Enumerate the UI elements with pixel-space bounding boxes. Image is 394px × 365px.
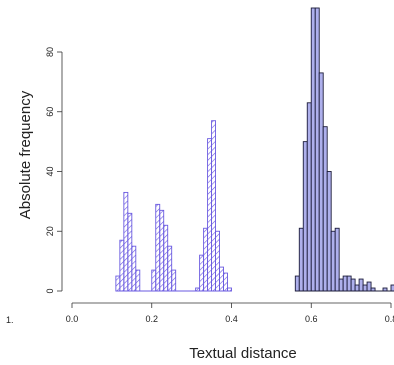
- histogram-bar-series-1-bin-2: [119, 239, 125, 292]
- histogram-bar-series-1-bin-19: [219, 266, 224, 292]
- histogram-bar-series-2-bin-5: [310, 7, 316, 292]
- histogram-bar-series-2-bin-6: [314, 7, 320, 292]
- histogram-bar-series-2-bin-10: [330, 230, 336, 292]
- histogram-bar-series-1-bin-16: [207, 138, 213, 292]
- axes: 0 20 40 60 80 0.0 0.2 0.4 0.6 0.8: [45, 47, 394, 324]
- histogram-bar-series-2-bin-14: [346, 275, 352, 292]
- histogram-bar-series-1-bin-4: [127, 212, 133, 292]
- x-tick-label-0.0: 0.0: [66, 314, 79, 324]
- histogram-bar-series-2-bin-3: [302, 141, 308, 292]
- x-axis-title: Textual distance: [189, 345, 297, 362]
- histogram-bar-series-2-bin-12: [338, 278, 344, 292]
- histogram-bar-series-1-bin-20: [223, 272, 228, 292]
- histogram-bar-series-1-bin-11: [167, 245, 173, 292]
- y-tick-label-80: 80: [45, 47, 55, 57]
- y-tick-label-20: 20: [45, 226, 55, 236]
- histogram-bar-series-2-bin-9: [326, 171, 332, 292]
- histogram-bars: [115, 7, 394, 292]
- x-tick-label-0.6: 0.6: [305, 314, 318, 324]
- histogram-bar-series-2-bin-16: [354, 284, 360, 292]
- x-tick-label-0.2: 0.2: [145, 314, 158, 324]
- histogram-bar-series-2-bin-8: [322, 126, 328, 292]
- histogram-bar-series-2-bin-19: [366, 281, 372, 292]
- stray-tick-label: 1.: [6, 315, 14, 325]
- histogram-bar-series-2-bin-18: [362, 284, 368, 292]
- x-tick-label-0.4: 0.4: [225, 314, 238, 324]
- histogram-bar-series-1-bin-17: [211, 120, 216, 292]
- y-tick-label-40: 40: [45, 166, 55, 176]
- histogram-bar-series-1-bin-18: [215, 230, 220, 292]
- histogram-bar-series-1-bin-8: [155, 203, 161, 292]
- y-tick-label-60: 60: [45, 107, 55, 117]
- histogram-bar-series-1-bin-6: [135, 269, 141, 292]
- y-tick-label-0: 0: [45, 288, 55, 293]
- x-tick-label-0.8: 0.8: [385, 314, 394, 324]
- histogram-bar-series-1-bin-15: [203, 227, 209, 292]
- histogram-bar-series-1-bin-3: [123, 191, 129, 292]
- histogram-bar-series-1-bin-12: [171, 269, 177, 292]
- histogram-bar-series-2-bin-15: [350, 278, 356, 292]
- histogram-bar-series-2-bin-4: [306, 102, 312, 292]
- histogram-bar-series-2-bin-2: [298, 227, 304, 292]
- histogram-bar-series-1-bin-7: [151, 269, 157, 292]
- histogram-bar-series-1-bin-5: [131, 245, 137, 292]
- histogram-bar-series-1-bin-14: [199, 254, 205, 292]
- histogram-bar-series-2-bin-7: [318, 72, 324, 292]
- histogram-bar-series-2-bin-1: [294, 275, 300, 292]
- histogram-bar-series-1-bin-1: [115, 275, 121, 292]
- histogram-bar-series-2-bin-13: [342, 275, 348, 292]
- histogram-bar-series-2-bin-17: [358, 278, 364, 292]
- histogram-bar-series-1-bin-10: [163, 224, 169, 292]
- y-axis-title: Absolute frequency: [17, 90, 34, 219]
- histogram-bar-series-1-bin-9: [159, 209, 165, 292]
- histogram-bar-series-2-bin-11: [334, 227, 340, 292]
